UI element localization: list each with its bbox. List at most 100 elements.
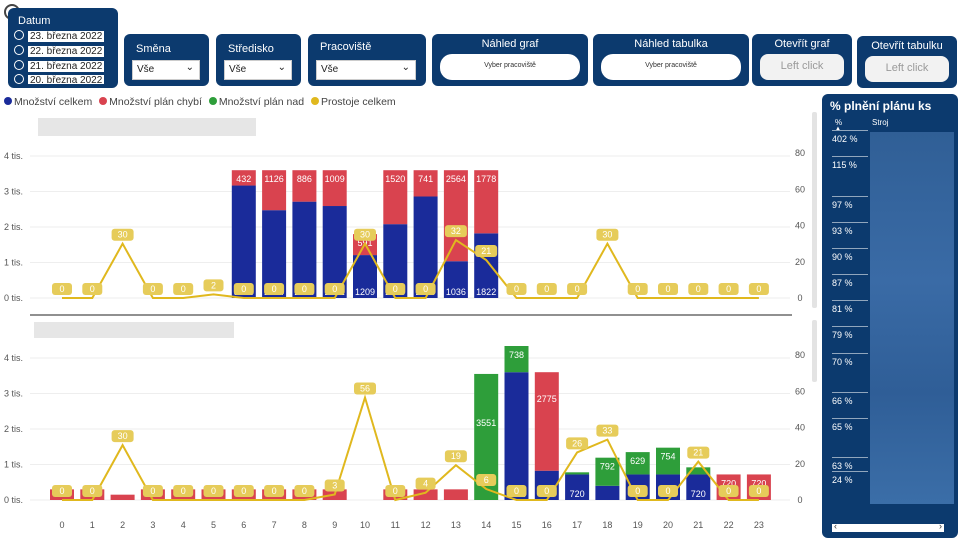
- pct-value: 24 %: [832, 475, 853, 485]
- bar-label: 3600: [506, 489, 526, 499]
- prostoje-label: 19: [451, 451, 461, 461]
- y-tick-label: 1 tis.: [4, 460, 23, 470]
- smena-dropdown[interactable]: Vše ⌄: [132, 60, 200, 80]
- stredisko-dropdown[interactable]: Vše ⌄: [224, 60, 292, 80]
- otevrit-graf-button[interactable]: Left click: [760, 54, 844, 80]
- bar-chybi: [443, 170, 468, 262]
- bar-celkem: [413, 196, 438, 298]
- prostoje-label: 0: [726, 486, 731, 496]
- bar-chybi: [322, 170, 347, 207]
- x-tick-label: 8: [302, 520, 307, 530]
- bar-chybi: [413, 170, 438, 197]
- bar-chybi: [171, 489, 196, 500]
- row-divider: [832, 300, 868, 301]
- pracoviste-dropdown[interactable]: Vše ⌄: [316, 60, 416, 80]
- y2-tick-label: 0: [797, 293, 802, 303]
- x-tick-label: 13: [451, 520, 461, 530]
- prostoje-label: 4: [423, 479, 428, 489]
- bar-label: 825: [539, 489, 554, 499]
- datum-option[interactable]: 21. března 2022: [14, 60, 105, 73]
- prostoje-label-bg: [385, 283, 406, 295]
- bar-label: 1520: [385, 174, 405, 184]
- x-tick-label: 0: [59, 520, 64, 530]
- bar-chybi: [292, 170, 317, 202]
- nahled-tabulka-card: Náhled tabulka Vyber pracoviště: [593, 34, 749, 86]
- scroll-right-icon[interactable]: ›: [939, 521, 942, 531]
- prostoje-label: 0: [241, 284, 246, 294]
- bar-chybi: [474, 170, 499, 234]
- pct-value: 70 %: [832, 357, 853, 367]
- bar-label: 432: [236, 174, 251, 184]
- bar-chybi: [534, 372, 559, 471]
- bar-label: 2080: [385, 287, 405, 297]
- prostoje-label-bg: [506, 485, 527, 497]
- prostoje-label-bg: [475, 244, 498, 257]
- prostoje-label: 21: [481, 246, 491, 256]
- y2-tick-label: 20: [795, 459, 805, 469]
- col-header-pct[interactable]: %: [835, 118, 843, 127]
- bar-label: 1126: [264, 174, 283, 184]
- legend-item: Prostoje celkem: [310, 96, 396, 108]
- prostoje-label-bg: [264, 485, 285, 497]
- row-divider: [832, 392, 868, 393]
- pct-value: 97 %: [832, 200, 853, 210]
- chart-title-redacted: [34, 322, 234, 338]
- col-header-stroj[interactable]: Stroj: [872, 118, 889, 127]
- x-tick-label: 5: [211, 520, 216, 530]
- smena-slicer: Směna Vše ⌄: [124, 34, 209, 86]
- datum-option[interactable]: 20. března 2022: [14, 74, 105, 84]
- legend-dot-icon: [208, 97, 217, 105]
- prostoje-label: 0: [544, 486, 549, 496]
- bar-celkem: [474, 233, 499, 298]
- nahled-graf-button[interactable]: Vyber pracoviště: [440, 54, 580, 80]
- y2-tick-label: 80: [795, 350, 805, 360]
- bar-label: 720: [630, 489, 645, 499]
- nahled-tabulka-button[interactable]: Vyber pracoviště: [601, 54, 741, 80]
- y-tick-label: 3 tis.: [4, 187, 23, 197]
- x-tick-label: 16: [542, 520, 552, 530]
- prostoje-label: 3: [332, 481, 337, 491]
- prostoje-label-bg: [536, 485, 557, 497]
- bar-label: 720: [570, 489, 585, 499]
- pracoviste-slicer: Pracoviště Vše ⌄: [308, 34, 426, 86]
- y2-tick-label: 80: [795, 148, 805, 158]
- bar-label: 591: [357, 238, 372, 248]
- legend-dot-icon: [4, 97, 12, 105]
- prostoje-label: 0: [393, 486, 398, 496]
- bar-celkem: [231, 185, 256, 298]
- chart-scrollbar[interactable]: [812, 320, 817, 382]
- x-tick-label: 18: [602, 520, 612, 530]
- prostoje-label-bg: [82, 485, 103, 497]
- prostoje-label-bg: [385, 485, 406, 497]
- legend-dot-icon: [99, 97, 108, 105]
- row-divider: [832, 457, 868, 458]
- datum-option[interactable]: 22. března 2022: [14, 45, 105, 58]
- prostoje-label-bg: [444, 450, 467, 463]
- y-tick-label: 0 tis.: [4, 293, 23, 303]
- prostoje-label-bg: [748, 283, 769, 295]
- pct-value: 402 %: [832, 134, 858, 144]
- x-tick-label: 15: [511, 520, 521, 530]
- prostoje-label-bg: [52, 283, 72, 295]
- radio-icon: [14, 30, 24, 40]
- scroll-left-icon[interactable]: ‹: [834, 521, 837, 531]
- x-tick-label: 10: [360, 520, 370, 530]
- datum-option[interactable]: 23. března 2022: [14, 30, 105, 43]
- bar-nad: [565, 472, 590, 475]
- prostoje-label-bg: [354, 228, 376, 241]
- bar-celkem: [353, 255, 377, 298]
- x-tick-label: 2: [120, 520, 125, 530]
- prostoje-label: 0: [181, 486, 186, 496]
- panel-hscrollbar[interactable]: ‹ ›: [832, 521, 944, 532]
- bar-nad: [504, 346, 529, 373]
- nahled-graf-title: Náhled graf: [481, 38, 539, 50]
- bar-celkem: [625, 474, 650, 500]
- otevrit-tabulku-button[interactable]: Left click: [865, 56, 949, 82]
- prostoje-label-bg: [627, 485, 648, 497]
- prostoje-label-bg: [173, 485, 194, 497]
- bar-chybi: [110, 494, 135, 500]
- datum-title: Datum: [18, 15, 51, 27]
- y2-tick-label: 0: [797, 495, 802, 505]
- chevron-down-icon: ⌄: [185, 62, 194, 73]
- chart-scrollbar[interactable]: [812, 112, 817, 308]
